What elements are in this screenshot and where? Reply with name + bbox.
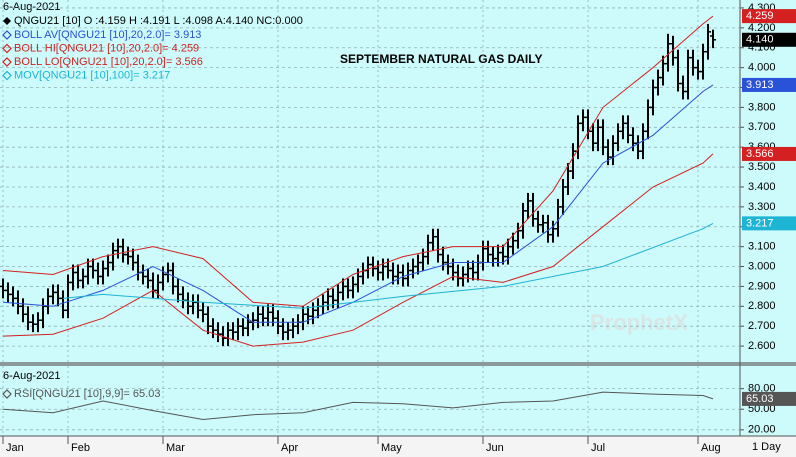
y-tick-label: 4.200 xyxy=(748,22,776,34)
x-tick-label: Feb xyxy=(71,442,90,454)
chart-header: 6-Aug-2021 xyxy=(3,1,61,13)
legend-label: BOLL LO[QNGU21 [10],20,2.0]= 3.566 xyxy=(14,56,203,68)
series-line xyxy=(2,15,714,307)
y-tick-label: 2.900 xyxy=(748,280,776,292)
y-tick-label: 2.800 xyxy=(748,300,776,312)
legend-label: QNGU21 [10] O :4.159 H :4.191 L :4.098 A… xyxy=(14,15,303,27)
legend-marker xyxy=(2,30,12,40)
y-tick-label: 3.100 xyxy=(748,241,776,253)
legend-label: BOLL HI[QNGU21 [10],20,2.0]= 4.259 xyxy=(14,42,199,54)
x-tick-label: Jan xyxy=(6,442,24,454)
series-line xyxy=(62,222,714,309)
y-tick-label: 3.300 xyxy=(748,201,776,213)
watermark: ProphetX xyxy=(590,310,688,335)
legend-marker xyxy=(2,389,12,399)
x-tick-label: Apr xyxy=(281,442,298,454)
y-tick-label: 4.000 xyxy=(748,62,776,74)
value-tag xyxy=(742,146,796,161)
value-tag xyxy=(742,9,796,24)
value-tag-label: 3.913 xyxy=(746,79,774,91)
legend-label: BOLL AV[QNGU21 [10],20,2.0]= 3.913 xyxy=(14,29,201,41)
legend-label: MOV[QNGU21 [10],100]= 3.217 xyxy=(14,69,170,81)
legend-marker xyxy=(3,17,11,25)
legend-marker xyxy=(2,43,12,54)
value-tag xyxy=(742,77,796,92)
chart-title: SEPTEMBER NATURAL GAS DAILY xyxy=(340,52,542,66)
y-tick-label: 3.000 xyxy=(748,260,776,272)
interval-label: 1 Day xyxy=(752,441,781,453)
y-tick-label: 80.00 xyxy=(748,383,776,395)
x-tick-label: May xyxy=(381,442,402,454)
y-tick-label: 2.600 xyxy=(748,340,776,352)
series-line xyxy=(2,84,714,323)
legend-label: RSI[QNGU21 [10],9,9]= 65.03 xyxy=(14,388,160,400)
series-line xyxy=(2,153,714,347)
y-tick-label: 3.500 xyxy=(748,161,776,173)
value-tag-label: 4.140 xyxy=(746,34,774,46)
value-tag xyxy=(742,391,796,406)
x-tick-label: Mar xyxy=(166,442,185,454)
x-axis-strip xyxy=(0,436,796,457)
y-tick-label: 20.00 xyxy=(748,424,776,436)
y-tick-label: 3.800 xyxy=(748,101,776,113)
x-tick-label: Jul xyxy=(591,442,605,454)
panel-separator xyxy=(0,362,796,366)
value-tag xyxy=(742,216,796,231)
legend-marker xyxy=(2,70,12,81)
value-tag-label: 65.03 xyxy=(746,393,774,405)
y-tick-label: 50.00 xyxy=(748,403,776,415)
legend-marker xyxy=(2,57,12,67)
series-line xyxy=(2,391,714,421)
value-tag-label: 3.566 xyxy=(746,148,774,160)
y-tick-label: 2.700 xyxy=(748,320,776,332)
value-tag-label: 3.217 xyxy=(746,217,774,229)
x-tick-label: Aug xyxy=(701,442,721,454)
y-tick-label: 3.700 xyxy=(748,121,776,133)
rsi-header: 6-Aug-2021 xyxy=(3,370,61,382)
y-tick-label: 3.400 xyxy=(748,181,776,193)
value-tag xyxy=(742,32,796,47)
value-tag-label: 4.259 xyxy=(746,10,774,22)
x-tick-label: Jun xyxy=(486,442,504,454)
